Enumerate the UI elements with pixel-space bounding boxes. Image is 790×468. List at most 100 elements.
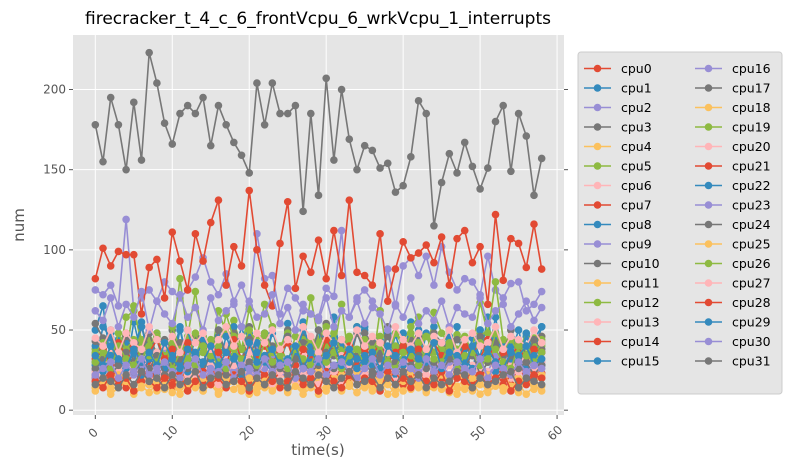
data-point-cpu3 — [299, 207, 307, 216]
data-point-cpu31 — [168, 371, 177, 379]
data-point-cpu25 — [353, 388, 361, 397]
data-point-cpu2 — [237, 281, 246, 289]
data-point-cpu1 — [99, 302, 107, 310]
data-point-cpu27 — [537, 339, 546, 347]
legend-label: cpu16 — [732, 61, 771, 76]
data-point-cpu27 — [476, 342, 484, 350]
data-point-cpu25 — [383, 390, 392, 398]
data-point-cpu29 — [106, 342, 115, 350]
legend-swatch-marker — [593, 162, 602, 170]
data-point-cpu28 — [106, 371, 115, 379]
legend-label: cpu21 — [732, 159, 771, 174]
data-point-cpu24 — [291, 355, 300, 363]
data-point-cpu31 — [383, 374, 392, 382]
data-point-cpu3 — [507, 167, 515, 176]
legend-label: cpu24 — [732, 217, 771, 232]
data-point-cpu2 — [430, 281, 438, 289]
data-point-cpu28 — [206, 380, 215, 389]
data-point-cpu18 — [106, 383, 115, 392]
data-point-cpu28 — [537, 374, 546, 382]
data-point-cpu7 — [307, 268, 315, 277]
data-point-cpu3 — [237, 151, 246, 160]
data-point-cpu2 — [383, 265, 392, 273]
y-axis-title: num — [10, 208, 28, 242]
data-point-cpu7 — [445, 281, 454, 289]
legend-swatch-marker — [593, 259, 602, 268]
data-point-cpu29 — [145, 348, 153, 357]
data-point-cpu30 — [530, 361, 538, 370]
data-point-cpu19 — [191, 329, 200, 338]
data-point-cpu3 — [91, 120, 100, 129]
data-point-cpu3 — [206, 141, 215, 150]
data-point-cpu24 — [283, 371, 292, 379]
data-point-cpu24 — [222, 371, 230, 379]
data-point-cpu23 — [491, 306, 500, 315]
data-point-cpu27 — [145, 323, 153, 331]
data-point-cpu31 — [106, 377, 115, 386]
data-point-cpu27 — [153, 335, 161, 344]
data-point-cpu23 — [437, 297, 446, 305]
data-point-cpu26 — [399, 348, 407, 357]
data-point-cpu30 — [206, 364, 215, 373]
data-point-cpu30 — [437, 361, 446, 370]
data-point-cpu3 — [183, 101, 192, 110]
data-point-cpu3 — [222, 120, 230, 129]
data-point-cpu30 — [314, 355, 323, 363]
data-point-cpu31 — [222, 380, 230, 389]
data-point-cpu7 — [360, 271, 369, 280]
legend-swatch-marker — [704, 240, 713, 248]
data-point-cpu30 — [283, 358, 292, 366]
legend-swatch-marker — [704, 123, 713, 131]
data-point-cpu7 — [460, 226, 469, 235]
data-point-cpu25 — [453, 390, 461, 398]
data-point-cpu2 — [214, 290, 223, 299]
data-point-cpu7 — [368, 281, 377, 289]
data-point-cpu11 — [476, 390, 484, 398]
data-point-cpu11 — [453, 382, 461, 390]
data-point-cpu3 — [460, 138, 469, 147]
data-point-cpu27 — [414, 329, 423, 338]
data-point-cpu7 — [391, 265, 400, 273]
data-point-cpu26 — [430, 355, 438, 363]
data-point-cpu17 — [314, 326, 323, 334]
data-point-cpu28 — [168, 380, 177, 389]
data-point-cpu3 — [291, 101, 300, 110]
data-point-cpu23 — [99, 316, 107, 325]
data-point-cpu29 — [507, 348, 515, 357]
data-point-cpu30 — [383, 361, 392, 370]
data-point-cpu7 — [453, 234, 461, 243]
data-point-cpu13 — [214, 380, 223, 389]
series-cpu7 — [91, 186, 546, 318]
data-point-cpu7 — [314, 236, 323, 245]
data-point-cpu28 — [237, 377, 246, 386]
data-point-cpu7 — [245, 186, 254, 195]
data-point-cpu5 — [191, 287, 200, 296]
data-point-cpu23 — [522, 297, 531, 305]
data-point-cpu7 — [376, 230, 384, 238]
data-point-cpu26 — [491, 345, 500, 354]
data-point-cpu29 — [230, 355, 238, 363]
data-point-cpu3 — [314, 191, 323, 200]
data-point-cpu10 — [91, 319, 100, 328]
data-point-cpu24 — [114, 361, 123, 370]
data-point-cpu31 — [368, 371, 377, 379]
data-point-cpu27 — [491, 323, 500, 331]
data-point-cpu28 — [99, 383, 107, 392]
data-point-cpu25 — [322, 383, 331, 392]
data-point-cpu5 — [230, 316, 238, 325]
data-point-cpu28 — [307, 374, 315, 382]
data-point-cpu3 — [122, 165, 130, 174]
data-point-cpu23 — [337, 306, 346, 315]
data-point-cpu25 — [230, 385, 238, 394]
data-point-cpu7 — [137, 310, 146, 318]
legend-swatch-marker — [593, 64, 602, 73]
data-point-cpu27 — [322, 329, 331, 338]
data-point-cpu3 — [230, 138, 238, 147]
data-point-cpu27 — [399, 335, 407, 344]
legend-label: cpu14 — [621, 334, 660, 349]
legend-swatch-marker — [704, 64, 713, 73]
data-point-cpu25 — [522, 390, 531, 398]
data-point-cpu23 — [230, 300, 238, 309]
data-point-cpu30 — [476, 355, 484, 363]
